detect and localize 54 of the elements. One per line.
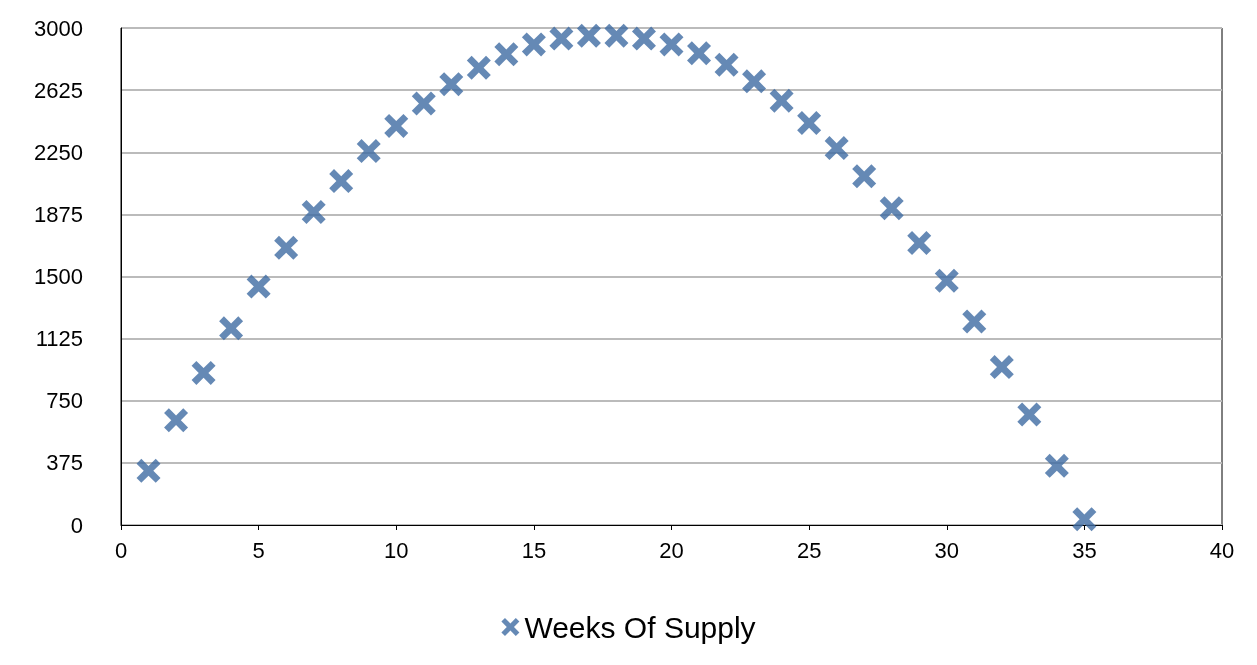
point xyxy=(769,88,794,113)
point xyxy=(852,164,877,189)
point xyxy=(219,316,244,341)
point xyxy=(797,110,822,135)
point xyxy=(962,309,987,334)
point xyxy=(879,196,904,221)
point xyxy=(989,355,1014,380)
x-tick-label: 25 xyxy=(796,537,822,563)
point xyxy=(1044,453,1069,478)
y-tick-label: 750 xyxy=(46,388,83,414)
point xyxy=(411,91,436,116)
y-tick-label: 1500 xyxy=(34,264,83,289)
point xyxy=(604,23,629,48)
point xyxy=(714,52,739,77)
x-tick-label: 0 xyxy=(114,537,128,563)
y-tick-label: 2250 xyxy=(34,139,83,165)
point xyxy=(329,169,354,194)
legend-label: Weeks Of Supply xyxy=(524,610,756,644)
point xyxy=(1072,507,1097,532)
point xyxy=(631,26,656,51)
y-tick-label: 2625 xyxy=(34,77,83,103)
point xyxy=(742,69,767,94)
point xyxy=(356,139,381,164)
point xyxy=(494,42,519,67)
y-tick-label: 1125 xyxy=(35,326,83,352)
point xyxy=(439,72,464,97)
point xyxy=(934,268,959,293)
point xyxy=(549,26,574,51)
x-tick-label: 15 xyxy=(521,537,547,563)
x-tick-label: 30 xyxy=(934,537,959,563)
point xyxy=(1017,402,1042,427)
x-tick-label: 10 xyxy=(384,537,409,563)
point xyxy=(164,408,189,433)
x-tick-label: 35 xyxy=(1072,537,1097,563)
y-tick-label: 3000 xyxy=(34,15,83,41)
y-tick-label: 1875 xyxy=(34,201,83,227)
point xyxy=(687,41,712,66)
y-tick-label: 0 xyxy=(70,512,83,538)
x-tick-label: 5 xyxy=(252,537,265,563)
point xyxy=(191,360,216,385)
point xyxy=(659,32,684,57)
point xyxy=(521,32,546,57)
point xyxy=(274,235,299,260)
point xyxy=(576,23,601,48)
point xyxy=(384,113,409,138)
point xyxy=(907,231,932,256)
point xyxy=(301,200,326,225)
point xyxy=(136,458,161,483)
point xyxy=(246,274,271,299)
point xyxy=(466,55,491,80)
y-tick-label: 375 xyxy=(46,450,83,476)
point xyxy=(824,136,849,161)
x-tick-label: 20 xyxy=(659,537,684,563)
x-tick-label: 40 xyxy=(1209,537,1235,563)
